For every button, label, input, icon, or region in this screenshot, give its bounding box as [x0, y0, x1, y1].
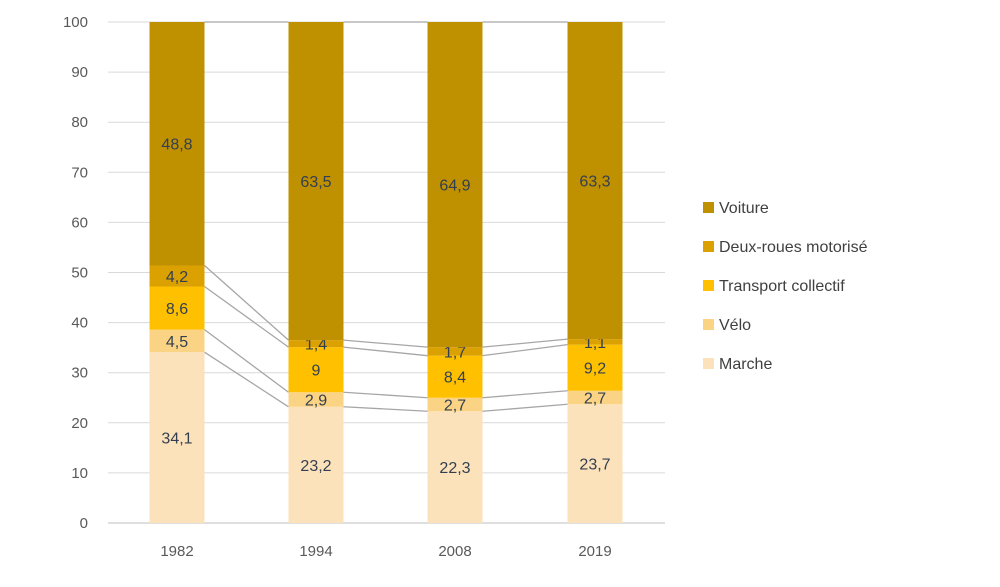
legend-label: Voiture — [719, 200, 769, 217]
data-label: 8,4 — [444, 370, 466, 387]
legend-swatch — [703, 202, 714, 213]
x-tick-label: 2019 — [578, 543, 611, 560]
data-label: 23,2 — [300, 458, 331, 475]
bar-segment — [567, 404, 623, 523]
series-line — [343, 391, 428, 399]
bar-segment — [567, 22, 623, 340]
data-label: 64,9 — [439, 178, 470, 195]
y-tick-label: 60 — [71, 214, 88, 231]
legend-label: Vélo — [719, 317, 751, 334]
legend-swatch — [703, 241, 714, 252]
y-tick-label: 30 — [71, 365, 88, 382]
bar-segment — [149, 352, 205, 523]
bar-segment — [567, 339, 623, 345]
data-label: 8,6 — [166, 301, 188, 318]
y-tick-label: 50 — [71, 265, 88, 282]
data-label: 9,2 — [584, 361, 606, 378]
series-line — [482, 343, 568, 357]
bar-segment — [288, 340, 344, 348]
series-line — [482, 390, 568, 399]
bar-segment — [149, 265, 205, 287]
series-line — [482, 403, 568, 412]
bar-segment — [427, 22, 483, 348]
data-label: 63,3 — [579, 174, 610, 191]
bar-segment — [149, 22, 205, 266]
x-tick-label: 2008 — [438, 543, 471, 560]
data-label: 63,5 — [300, 174, 331, 191]
y-tick-label: 100 — [63, 14, 88, 31]
series-line — [343, 346, 428, 357]
y-tick-label: 0 — [80, 515, 88, 532]
bar-segment — [288, 22, 344, 341]
legend-swatch — [703, 280, 714, 291]
legend-label: Marche — [719, 356, 772, 373]
bar-segment — [288, 406, 344, 523]
bar-segment — [427, 397, 483, 412]
legend-swatch — [703, 358, 714, 369]
y-tick-label: 40 — [71, 315, 88, 332]
bar-segment — [149, 329, 205, 353]
bar-segment — [149, 286, 205, 330]
data-label: 1,1 — [584, 335, 606, 352]
data-label: 22,3 — [439, 460, 470, 477]
data-label: 4,5 — [166, 334, 188, 351]
data-label: 2,7 — [584, 390, 606, 407]
data-label: 1,7 — [444, 344, 466, 361]
data-label: 2,7 — [444, 398, 466, 415]
data-label: 1,4 — [305, 337, 327, 354]
bar-segment — [427, 347, 483, 356]
legend-label: Deux-roues motorisé — [719, 239, 868, 256]
series-line — [343, 406, 428, 412]
series-line — [482, 338, 568, 348]
bar-segment — [427, 411, 483, 523]
y-tick-label: 80 — [71, 114, 88, 131]
x-tick-label: 1994 — [299, 543, 332, 560]
data-label: 34,1 — [161, 431, 192, 448]
series-line — [204, 329, 289, 393]
data-label: 2,9 — [305, 393, 327, 410]
bar-segment — [567, 344, 623, 391]
legend-label: Transport collectif — [719, 278, 845, 295]
legend-swatch — [703, 319, 714, 330]
y-tick-label: 90 — [71, 64, 88, 81]
bar-segment — [567, 390, 623, 405]
data-label: 4,2 — [166, 269, 188, 286]
series-line — [204, 265, 289, 341]
series-line — [204, 351, 289, 408]
bar-segment — [427, 355, 483, 398]
bar-segment — [288, 347, 344, 393]
series-line — [204, 286, 289, 348]
data-label: 23,7 — [579, 457, 610, 474]
y-tick-label: 70 — [71, 164, 88, 181]
data-label: 48,8 — [161, 137, 192, 154]
y-tick-label: 10 — [71, 465, 88, 482]
y-tick-label: 20 — [71, 415, 88, 432]
series-line — [343, 339, 428, 348]
x-tick-label: 1982 — [160, 543, 193, 560]
bar-segment — [288, 392, 344, 407]
data-label: 9 — [312, 363, 321, 380]
